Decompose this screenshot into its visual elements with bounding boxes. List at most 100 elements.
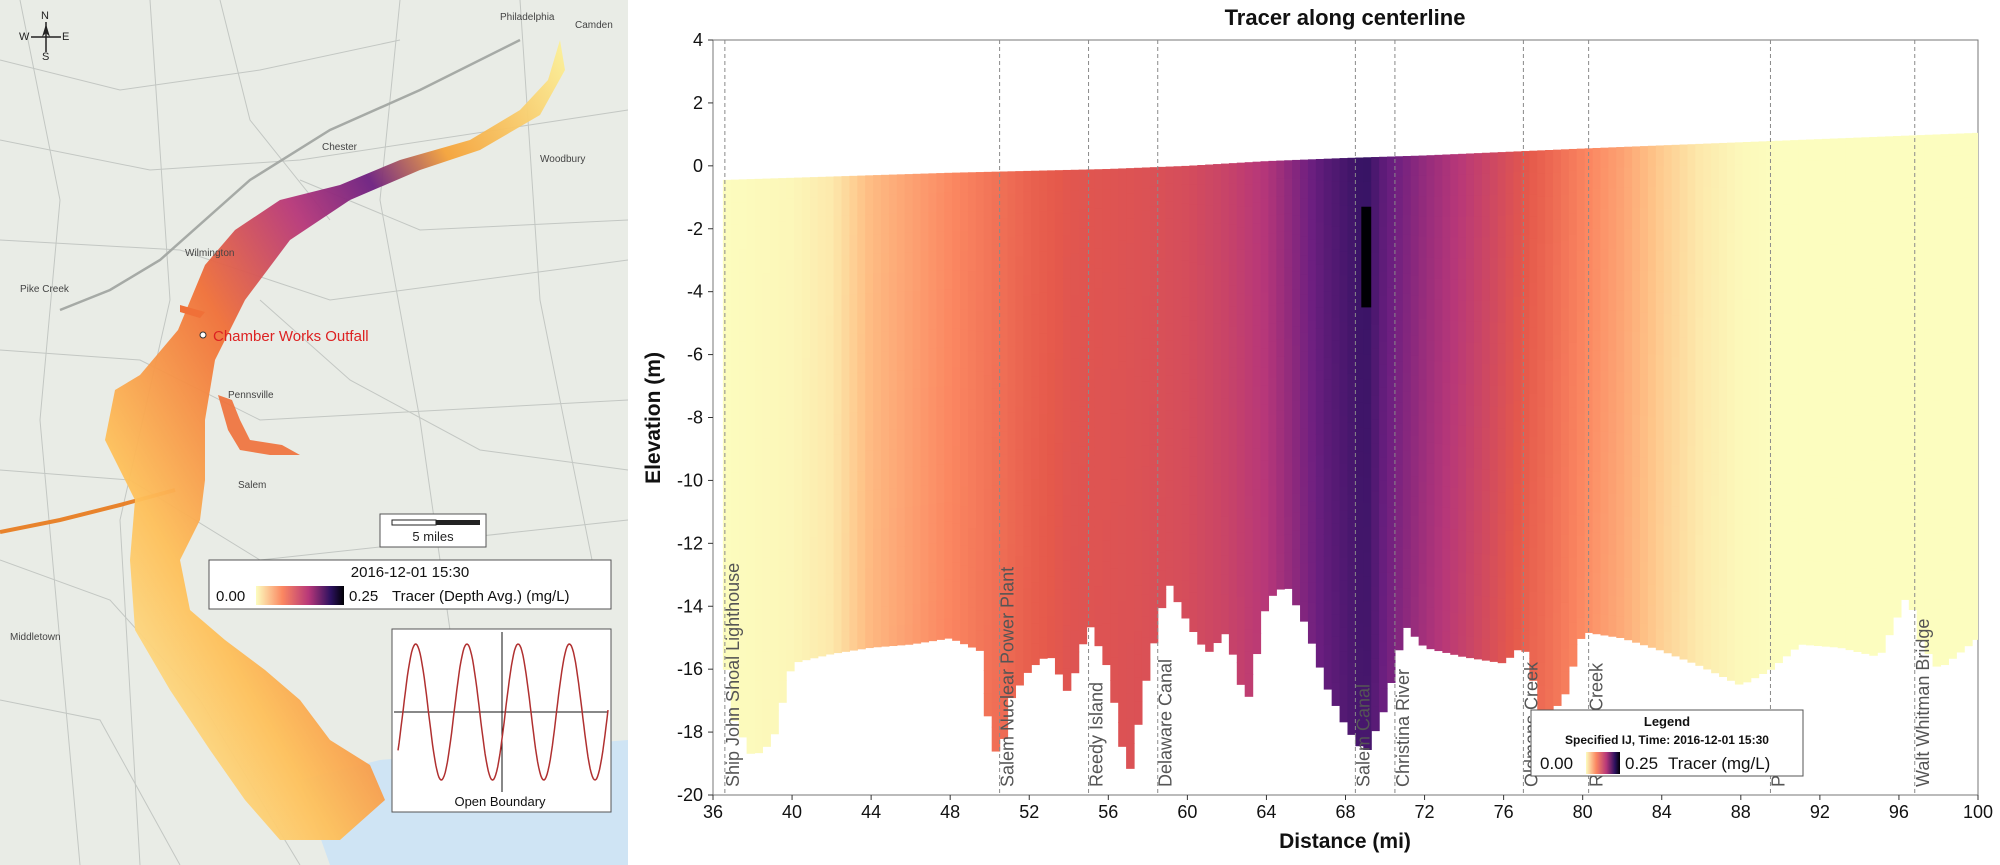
heatmap-cell xyxy=(1379,457,1388,481)
heatmap-cell xyxy=(1197,325,1206,346)
heatmap-cell xyxy=(921,193,930,213)
heatmap-cell xyxy=(1553,196,1562,220)
heatmap-cell xyxy=(1616,249,1625,270)
heatmap-cell xyxy=(881,587,890,607)
heatmap-cell xyxy=(913,193,922,213)
heatmap-cell xyxy=(802,599,811,620)
heatmap-cell xyxy=(1347,494,1356,519)
heatmap-cell xyxy=(1529,614,1538,637)
heatmap-cell xyxy=(1948,330,1957,352)
heatmap-cell xyxy=(1458,468,1467,490)
heatmap-cell xyxy=(1790,395,1799,417)
heatmap-cell xyxy=(1830,414,1839,436)
heatmap-cell xyxy=(1205,306,1214,327)
heatmap-cell xyxy=(1727,523,1736,546)
heatmap-cell xyxy=(1506,426,1515,448)
heatmap-cell xyxy=(810,397,819,418)
heatmap-cell xyxy=(1569,343,1578,365)
heatmap-cell xyxy=(1387,398,1396,421)
heatmap-cell xyxy=(1925,437,1934,459)
heatmap-cell xyxy=(1221,438,1230,458)
heatmap-cell xyxy=(1577,536,1586,557)
heatmap-cell xyxy=(1332,158,1341,181)
outfall-marker[interactable] xyxy=(200,332,206,338)
heatmap-cell xyxy=(1830,435,1839,457)
heatmap-cell xyxy=(1276,446,1285,464)
heatmap-cell xyxy=(1561,308,1570,331)
heatmap-cell xyxy=(984,172,993,195)
heatmap-cell xyxy=(1482,258,1491,280)
heatmap-cell xyxy=(1490,449,1499,471)
heatmap-cell xyxy=(1490,301,1499,323)
heatmap-cell xyxy=(960,349,969,369)
heatmap-cell xyxy=(802,418,811,439)
heatmap-cell xyxy=(1482,576,1491,598)
heatmap-cell xyxy=(1379,203,1388,227)
heatmap-cell xyxy=(834,474,843,494)
heatmap-cell xyxy=(1134,446,1143,470)
heatmap-cell xyxy=(849,294,858,314)
heatmap-cell xyxy=(1015,535,1024,557)
heatmap-cell xyxy=(1229,265,1238,286)
heatmap-cell xyxy=(1253,346,1262,367)
heatmap-cell xyxy=(1189,340,1198,360)
heatmap-cell xyxy=(1102,479,1111,500)
heatmap-cell xyxy=(1379,319,1388,343)
heatmap-cell xyxy=(1561,535,1570,558)
heatmap-cell xyxy=(826,634,835,654)
heatmap-cell xyxy=(1933,179,1942,202)
chart-canvas[interactable]: Tracer along centerline Ship John Shoal … xyxy=(628,0,2000,865)
heatmap-cell xyxy=(1387,222,1396,245)
heatmap-cell xyxy=(1395,382,1404,403)
heatmap-cell xyxy=(1933,511,1942,534)
heatmap-cell xyxy=(1276,375,1285,393)
heatmap-cell xyxy=(1442,362,1451,383)
heatmap-cell xyxy=(1790,246,1799,268)
heatmap-cell xyxy=(1474,174,1483,196)
heatmap-cell xyxy=(1387,485,1396,508)
heatmap-cell xyxy=(1023,213,1032,234)
map-panel[interactable]: Chamber Works Outfall N S E W Philadelph… xyxy=(0,0,628,865)
heatmap-cell xyxy=(1806,455,1815,477)
heatmap-cell xyxy=(747,657,756,682)
heatmap-cell xyxy=(1340,651,1349,675)
heatmap-cell xyxy=(1363,305,1372,330)
chart-panel[interactable]: Tracer along centerline Ship John Shoal … xyxy=(628,0,2000,865)
heatmap-cell xyxy=(1703,538,1712,560)
heatmap-cell xyxy=(1347,422,1356,447)
heatmap-cell xyxy=(1948,199,1957,221)
heatmap-cell xyxy=(1189,437,1198,457)
heatmap-cell xyxy=(810,598,819,619)
heatmap-cell xyxy=(1877,266,1886,288)
heatmap-cell xyxy=(1569,321,1578,343)
heatmap-cell xyxy=(1893,136,1902,157)
heatmap-cell xyxy=(960,310,969,330)
heatmap-cell xyxy=(1071,526,1080,548)
heatmap-cell xyxy=(1213,184,1222,205)
heatmap-cell xyxy=(913,584,922,604)
heatmap-cell xyxy=(1213,583,1222,604)
heatmap-cell xyxy=(1774,554,1783,576)
map-canvas[interactable]: Chamber Works Outfall N S E W Philadelph… xyxy=(0,0,628,865)
heatmap-cell xyxy=(976,292,985,313)
heatmap-cell xyxy=(834,573,843,593)
heatmap-cell xyxy=(1403,510,1412,530)
heatmap-cell xyxy=(1347,590,1356,615)
heatmap-cell xyxy=(1253,285,1262,306)
heatmap-cell xyxy=(1363,626,1372,651)
heatmap-cell xyxy=(1110,213,1119,236)
heatmap-cell xyxy=(1711,496,1720,519)
heatmap-cell xyxy=(778,178,787,200)
heatmap-cell xyxy=(1268,396,1277,415)
heatmap-cell xyxy=(1000,360,1009,384)
heatmap-cell xyxy=(1363,429,1372,454)
heatmap-cell xyxy=(1253,551,1262,572)
heatmap-cell xyxy=(778,462,787,484)
heatmap-cell xyxy=(1853,223,1862,245)
heatmap-cell xyxy=(1964,389,1973,411)
heatmap-cell xyxy=(1735,526,1744,549)
heatmap-cell xyxy=(1490,428,1499,450)
heatmap-cell xyxy=(1102,293,1111,314)
heatmap-cell xyxy=(1830,498,1839,520)
heatmap-cell xyxy=(1885,552,1894,573)
